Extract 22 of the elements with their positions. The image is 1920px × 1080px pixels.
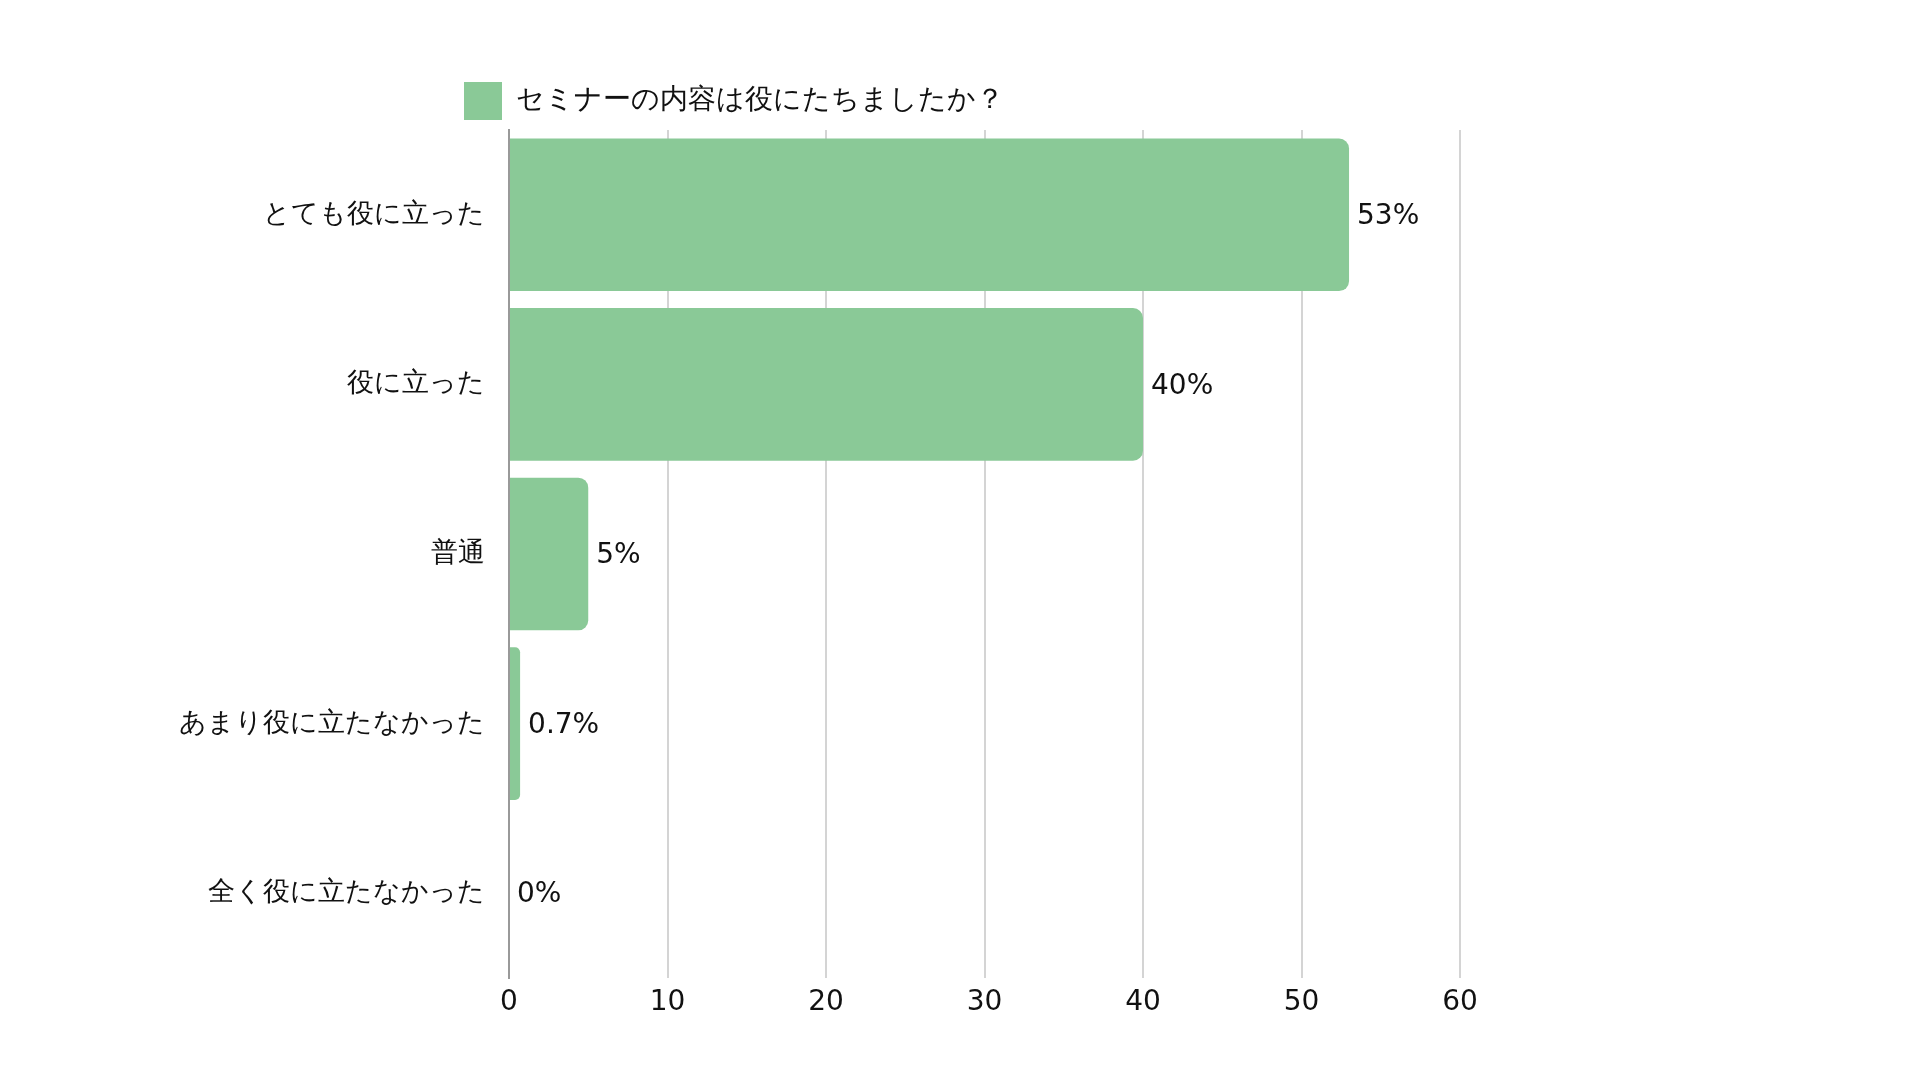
x-tick-label: 10 — [649, 984, 686, 1018]
y-tick-label: 普通 — [431, 536, 485, 568]
y-tick-label: とても役に立った — [263, 196, 485, 228]
bar — [510, 647, 521, 800]
y-tick-label: あまり役に立たなかった — [179, 705, 485, 737]
x-tick-label: 50 — [1283, 984, 1320, 1018]
bar — [510, 477, 589, 631]
x-tick-label: 30 — [966, 984, 1003, 1018]
bar — [510, 308, 1143, 461]
x-tick-label: 60 — [1442, 984, 1478, 1018]
data-label: 5% — [596, 537, 641, 571]
data-label: 53% — [1357, 198, 1420, 232]
x-tick-label: 40 — [1125, 984, 1161, 1018]
legend-label: セミナーの内容は役にたちましたか？ — [516, 82, 1004, 116]
bar — [510, 138, 1350, 292]
x-tick-label: 0 — [500, 984, 518, 1018]
x-tick-label: 20 — [808, 984, 844, 1018]
data-label: 40% — [1151, 367, 1214, 401]
y-tick-label: 役に立った — [347, 366, 485, 398]
data-label: 0.7% — [528, 706, 600, 740]
data-label: 0% — [517, 876, 562, 910]
y-tick-label: 全く役に立たなかった — [208, 875, 485, 907]
